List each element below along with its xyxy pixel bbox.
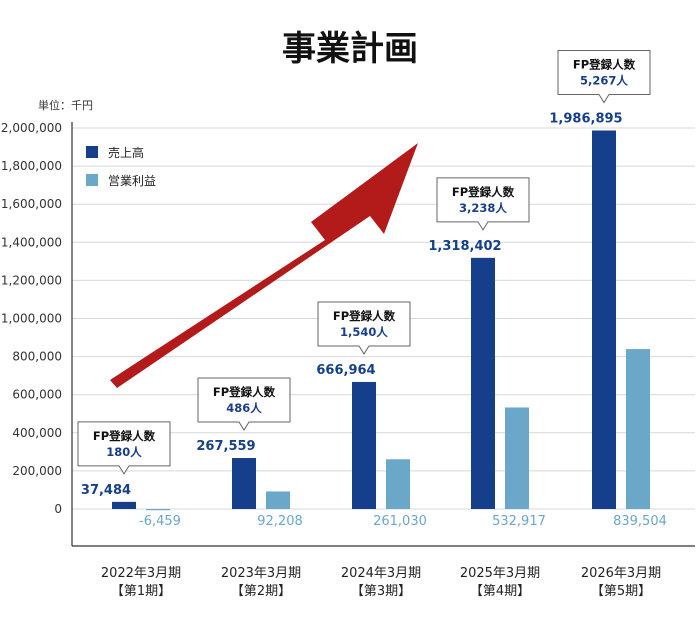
bar-sales (232, 458, 256, 509)
value-label-sales: 267,559 (196, 439, 255, 454)
x-tick-label: 2025年3月期 (460, 566, 540, 581)
x-tick-label: 2026年3月期 (581, 566, 661, 581)
y-axis: 2,000,000 1,800,000 1,600,000 1,400,000 1,20… (1, 121, 73, 546)
callout-value: 3,238人 (459, 201, 507, 215)
y-tick-label: 600,000 (12, 388, 62, 402)
value-label-profit: 839,504 (613, 514, 667, 529)
value-label-sales: 666,964 (316, 363, 375, 378)
y-tick-label: 1,000,000 (1, 312, 62, 326)
callout-box (436, 177, 530, 231)
callout-heading: FP登録人数 (93, 429, 156, 443)
legend-swatch (86, 146, 98, 158)
bar-sales (352, 381, 376, 509)
bar-profit (626, 349, 650, 509)
bar-sales (592, 130, 616, 509)
bar-profit (146, 509, 170, 511)
bar-profit (386, 459, 410, 509)
x-tick-sublabel: 【第5期】 (591, 584, 651, 599)
growth-arrow-shape (110, 143, 418, 388)
value-labels: 37,484 -6,459 267,559 92,208 666,964 261,030 1… (81, 111, 667, 529)
callout-heading: FP登録人数 (213, 385, 276, 399)
y-tick-label: 1,800,000 (1, 159, 62, 173)
y-tick-label: 200,000 (12, 464, 62, 478)
value-label-sales: 37,484 (81, 483, 131, 498)
x-tick-sublabel: 【第4期】 (470, 584, 530, 599)
x-axis: 2022年3月期【第1期】 2023年3月期【第2期】 2024年3月期【第3期】 2… (72, 545, 695, 599)
callout-box (77, 421, 171, 475)
y-tick-label: 400,000 (12, 426, 62, 440)
value-label-profit: 532,917 (492, 514, 546, 529)
callout-value: 180人 (106, 445, 142, 459)
y-tick-label: 800,000 (12, 350, 62, 364)
x-tick-label: 2023年3月期 (221, 566, 301, 581)
x-tick-label: 2024年3月期 (341, 566, 421, 581)
chart-title: 事業計画 (282, 29, 418, 69)
value-label-profit: 92,208 (257, 514, 303, 529)
value-label-sales: 1,318,402 (428, 239, 501, 254)
callouts: FP登録人数 180人 FP登録人数 486人 FP登録人数 1,540人 FP登録人数 3,… (77, 49, 651, 475)
y-tick-label: 2,000,000 (1, 121, 62, 135)
callout-box (197, 377, 291, 431)
x-tick-sublabel: 【第2期】 (231, 584, 291, 599)
callout-heading: FP登録人数 (573, 57, 636, 71)
x-tick-sublabel: 【第1期】 (111, 584, 171, 599)
callout-box (317, 301, 411, 355)
growth-arrow (110, 143, 418, 388)
y-tick-label: 0 (54, 502, 62, 516)
bar-profit (505, 407, 529, 509)
legend-label: 営業利益 (108, 174, 156, 188)
legend-swatch (86, 174, 98, 186)
value-label-sales: 1,986,895 (549, 111, 622, 126)
callout-heading: FP登録人数 (333, 309, 396, 323)
y-tick-label: 1,600,000 (1, 197, 62, 211)
callout-value: 486人 (226, 401, 262, 415)
callout-box (557, 49, 651, 104)
callout-value: 1,540人 (340, 325, 388, 339)
bar-sales (112, 501, 136, 509)
value-label-profit: 261,030 (373, 514, 427, 529)
callout-heading: FP登録人数 (452, 185, 515, 199)
x-tick-sublabel: 【第3期】 (351, 584, 411, 599)
legend-label: 売上高 (108, 145, 144, 160)
bar-profit (266, 491, 290, 509)
y-tick-label: 1,400,000 (1, 235, 62, 249)
x-tick-label: 2022年3月期 (101, 566, 181, 581)
unit-label: 単位：千円 (38, 98, 93, 112)
bars (112, 130, 650, 511)
callout-value: 5,267人 (580, 73, 628, 87)
y-tick-label: 1,200,000 (1, 273, 62, 287)
value-label-profit: -6,459 (139, 514, 181, 529)
bar-sales (471, 257, 495, 509)
